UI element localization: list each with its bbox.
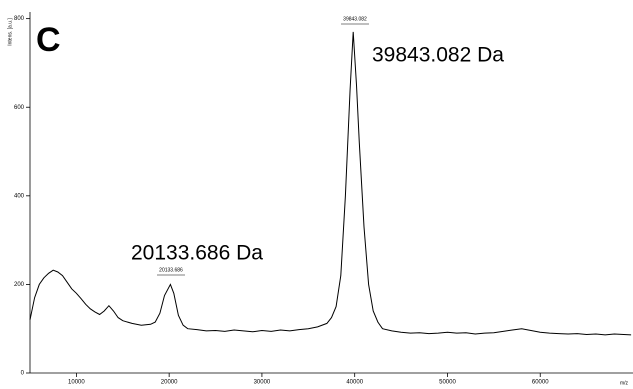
x-axis-label: m/z [620,380,629,386]
y-tick-label: 600 [14,105,25,111]
spectrum-line [29,31,632,336]
x-tick-label: 10000 [68,380,85,386]
panel-label: C [36,21,61,59]
y-tick-label: 0 [21,371,25,377]
x-tick-label: 20000 [161,380,178,386]
y-tick-label: 800 [14,16,25,22]
peak-annotation: 39843.082 Da [372,44,504,67]
y-axis-label: Intens. [a.u.] [7,18,13,46]
peak-label: 20133.686 [159,267,183,273]
peak-label: 39843.082 [343,16,367,22]
x-tick-label: 30000 [254,380,271,386]
x-tick-label: 40000 [346,380,363,386]
y-tick-label: 200 [14,282,25,288]
x-tick-label: 60000 [532,380,549,386]
y-tick-label: 400 [14,193,25,199]
x-tick-label: 50000 [439,380,456,386]
peak-annotation: 20133.686 Da [131,242,263,265]
